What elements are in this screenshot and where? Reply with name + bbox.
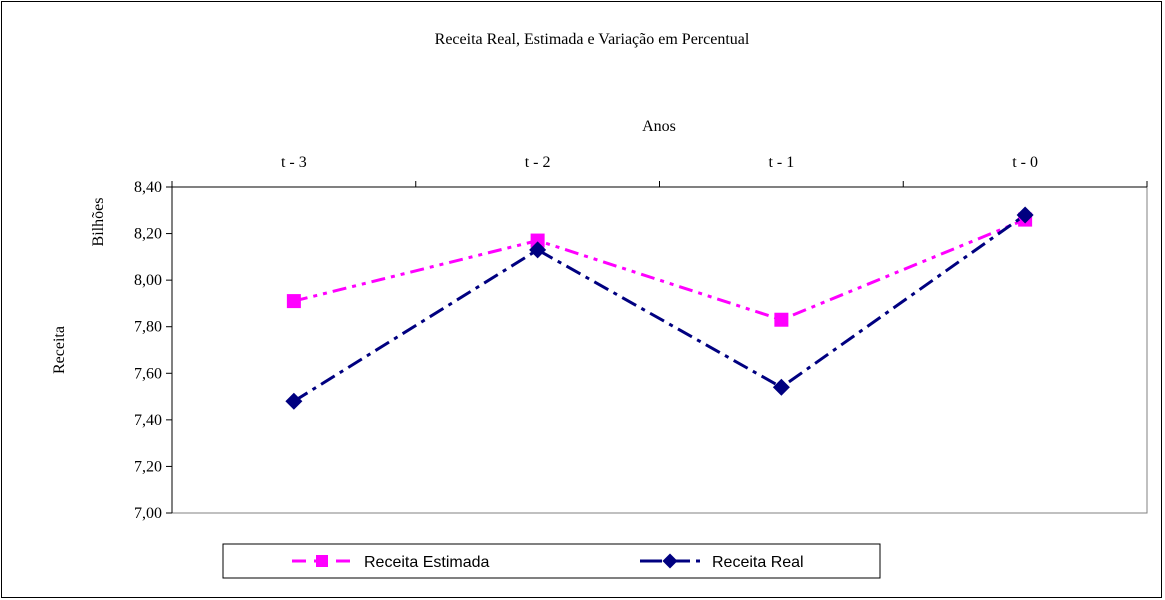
y-tick-label: 8,20 xyxy=(134,226,162,243)
y-tick-label: 8,40 xyxy=(134,179,162,196)
series-line-0 xyxy=(293,218,1026,322)
x-tick-label: t - 0 xyxy=(1012,154,1038,171)
x-axis-title: Anos xyxy=(642,118,676,135)
data-point-diamond xyxy=(1016,206,1034,224)
y-tick-label: 7,40 xyxy=(134,412,162,429)
y-axis-title: Receita xyxy=(51,326,68,374)
data-point-diamond xyxy=(772,378,790,396)
y-tick-label: 7,20 xyxy=(134,458,162,475)
legend-label: Receita Estimada xyxy=(364,554,489,571)
data-point-square xyxy=(530,233,545,248)
chart-title: Receita Real, Estimada e Variação em Per… xyxy=(435,31,750,48)
legend-marker-square xyxy=(316,555,328,567)
y-tick-label: 7,60 xyxy=(134,365,162,382)
x-tick-label: t - 3 xyxy=(281,154,307,171)
data-point-diamond xyxy=(285,392,303,410)
y-tick-label: 8,00 xyxy=(134,272,162,289)
legend: Receita Estimada Receita Real xyxy=(222,543,881,579)
plot-border xyxy=(171,186,1148,514)
x-tick-label: t - 1 xyxy=(768,154,794,171)
plot-area: t - 3 t - 2 t - 1 t - 0 7,00 7,20 7,40 7,60 7,80… xyxy=(134,154,1148,522)
data-point-square xyxy=(286,294,301,309)
series-line-1 xyxy=(293,213,1026,403)
legend-marker-diamond xyxy=(662,553,678,569)
legend-box xyxy=(222,543,881,579)
x-tick-label: t - 2 xyxy=(525,154,551,171)
legend-label: Receita Real xyxy=(712,554,804,571)
data-point-square xyxy=(774,312,789,327)
y-tick-label: 7,80 xyxy=(134,319,162,336)
y-axis-unit: Bilhões xyxy=(90,198,107,247)
data-point-diamond xyxy=(529,241,547,259)
y-tick-label: 7,00 xyxy=(134,505,162,522)
